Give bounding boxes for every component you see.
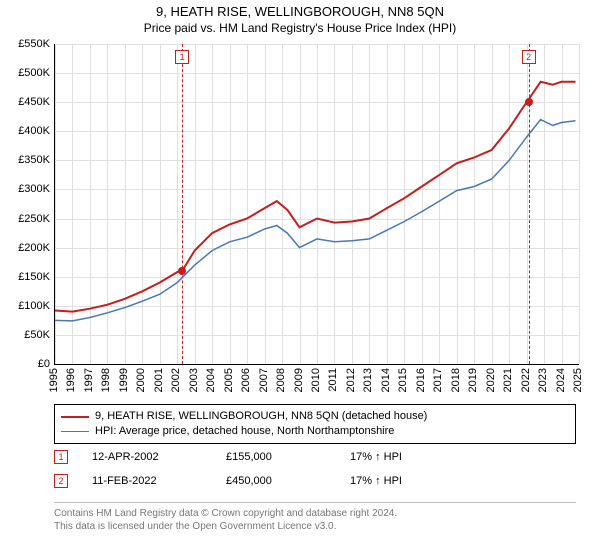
x-tick-label: 2005 [223, 368, 235, 392]
x-tick-label: 2008 [275, 368, 287, 392]
transaction-delta: 17% ↑ HPI [350, 451, 440, 463]
footer-line: This data is licensed under the Open Gov… [54, 520, 576, 533]
x-tick-label: 2000 [135, 368, 147, 392]
y-tick-label: £550K [2, 38, 50, 50]
marker-label-box: 1 [175, 50, 189, 64]
x-tick-label: 2004 [205, 368, 217, 392]
x-tick-label: 1999 [118, 368, 130, 392]
x-tick-label: 2012 [345, 368, 357, 392]
line-series-svg [55, 44, 579, 364]
x-tick-label: 2007 [258, 368, 270, 392]
x-tick-label: 2024 [555, 368, 567, 392]
y-tick-label: £100K [2, 300, 50, 312]
x-tick-label: 2016 [415, 368, 427, 392]
y-tick-label: £350K [2, 154, 50, 166]
x-tick-label: 2006 [240, 368, 252, 392]
x-tick-label: 2018 [450, 368, 462, 392]
gridline-vertical [579, 44, 580, 364]
transaction-marker-2: 2 [54, 474, 68, 488]
legend-swatch-hpi [61, 431, 89, 432]
legend-label-property: 9, HEATH RISE, WELLINGBOROUGH, NN8 5QN (… [95, 409, 427, 424]
x-tick-label: 2019 [467, 368, 479, 392]
y-tick-label: £400K [2, 125, 50, 137]
y-tick-label: £150K [2, 271, 50, 283]
transactions-table: 1 12-APR-2002 £155,000 17% ↑ HPI 2 11-FE… [54, 448, 576, 490]
x-tick-label: 2020 [485, 368, 497, 392]
x-tick-label: 2011 [327, 368, 339, 392]
y-tick-label: £250K [2, 213, 50, 225]
x-tick-label: 2001 [153, 368, 165, 392]
legend-swatch-property [61, 416, 89, 418]
x-tick-label: 2023 [537, 368, 549, 392]
marker-dot [178, 267, 186, 275]
y-tick-label: £50K [2, 329, 50, 341]
transaction-price: £155,000 [226, 451, 326, 463]
x-tick-label: 2002 [170, 368, 182, 392]
footer-attribution: Contains HM Land Registry data © Crown c… [54, 502, 576, 533]
x-tick-label: 2025 [572, 368, 584, 392]
series-property [55, 82, 576, 312]
x-tick-label: 1995 [48, 368, 60, 392]
legend-item-property: 9, HEATH RISE, WELLINGBOROUGH, NN8 5QN (… [61, 409, 569, 424]
transaction-marker-1: 1 [54, 450, 68, 464]
x-tick-label: 1997 [83, 368, 95, 392]
x-tick-label: 2010 [310, 368, 322, 392]
y-tick-label: £450K [2, 96, 50, 108]
footer-line: Contains HM Land Registry data © Crown c… [54, 507, 576, 520]
chart-title: 9, HEATH RISE, WELLINGBOROUGH, NN8 5QN [0, 4, 600, 19]
x-tick-label: 2017 [432, 368, 444, 392]
transaction-row: 1 12-APR-2002 £155,000 17% ↑ HPI [54, 448, 576, 466]
plot-area: 12 [54, 44, 579, 365]
legend-item-hpi: HPI: Average price, detached house, Nort… [61, 424, 569, 439]
y-tick-label: £0 [2, 358, 50, 370]
transaction-row: 2 11-FEB-2022 £450,000 17% ↑ HPI [54, 472, 576, 490]
marker-dot [525, 98, 533, 106]
x-tick-label: 1996 [65, 368, 77, 392]
y-tick-label: £500K [2, 67, 50, 79]
legend: 9, HEATH RISE, WELLINGBOROUGH, NN8 5QN (… [54, 404, 576, 444]
x-tick-label: 2003 [188, 368, 200, 392]
x-tick-label: 2014 [380, 368, 392, 392]
x-tick-label: 2013 [362, 368, 374, 392]
transaction-price: £450,000 [226, 475, 326, 487]
transaction-date: 12-APR-2002 [92, 451, 202, 463]
chart-container: 9, HEATH RISE, WELLINGBOROUGH, NN8 5QN P… [0, 0, 600, 560]
transaction-date: 11-FEB-2022 [92, 475, 202, 487]
transaction-delta: 17% ↑ HPI [350, 475, 440, 487]
y-tick-label: £300K [2, 183, 50, 195]
x-tick-label: 2022 [520, 368, 532, 392]
x-tick-label: 1998 [100, 368, 112, 392]
y-tick-label: £200K [2, 242, 50, 254]
x-tick-label: 2021 [502, 368, 514, 392]
x-tick-label: 2009 [293, 368, 305, 392]
chart-subtitle: Price paid vs. HM Land Registry's House … [0, 21, 600, 35]
x-tick-label: 2015 [397, 368, 409, 392]
legend-label-hpi: HPI: Average price, detached house, Nort… [95, 424, 394, 439]
marker-label-box: 2 [522, 50, 536, 64]
